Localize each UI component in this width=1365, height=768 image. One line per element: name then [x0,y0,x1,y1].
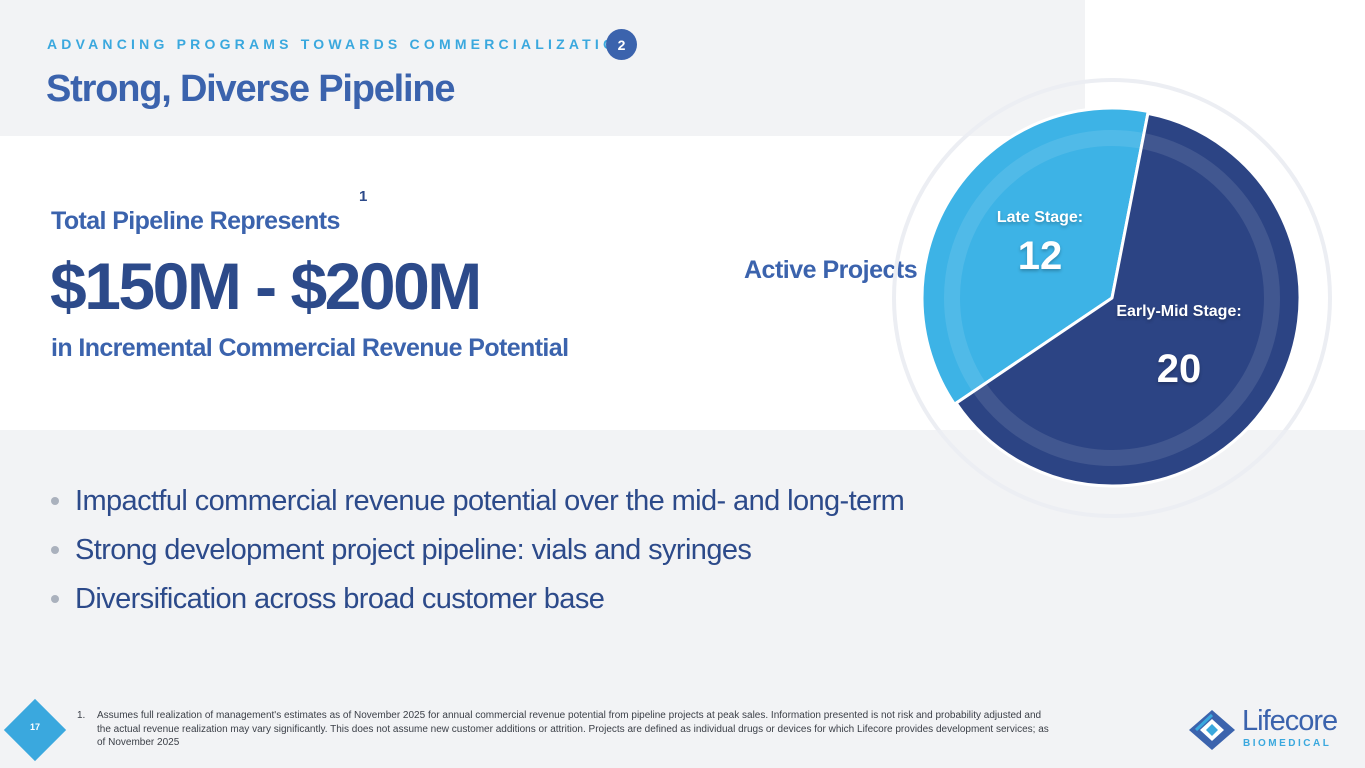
pie-chart [890,76,1334,520]
bullet-list: Impactful commercial revenue potential o… [50,481,905,628]
pie-svg [892,78,1332,518]
section-number-badge: 2 [606,29,637,60]
footnote: 1. Assumes full realization of managemen… [77,709,1052,750]
bullets-band [0,430,1365,768]
pie-value-early-mid-stage: 20 [1156,347,1202,391]
pie-inner-ring [944,130,1280,466]
pipeline-label: Total Pipeline Represents [51,207,340,235]
logo-subtitle: BIOMEDICAL [1243,738,1332,749]
pie-slice-early-mid-stage [954,111,1302,488]
page-number: 17 [29,722,40,732]
pie-slice-late-stage [920,106,1150,406]
pipeline-value: $150M - $200M [50,249,482,323]
bullet-item: Impactful commercial revenue potential o… [50,481,905,530]
pipeline-subtitle: in Incremental Commercial Revenue Potent… [51,334,569,362]
pipeline-footnote-ref: 1 [359,188,368,205]
footnote-text: Assumes full realization of management's… [97,710,1049,748]
pie-label-late-stage: Late Stage: [996,209,1084,226]
page-title: Strong, Diverse Pipeline [46,68,456,110]
footnote-number: 1. [77,710,86,721]
pie-value-late-stage: 12 [1017,234,1063,278]
lifecore-logo-icon [1189,710,1235,750]
pie-outer-ring [892,78,1332,518]
bullet-item: Strong development project pipeline: via… [50,530,904,579]
chart-title: Active Projects [744,256,918,284]
logo-wordmark: Lifecore [1242,705,1338,737]
pie-label-early-mid-stage: Early-Mid Stage: [1116,303,1242,320]
section-kicker: ADVANCING PROGRAMS TOWARDS COMMERCIALIZA… [47,36,633,52]
bullet-item: Diversification across broad customer ba… [50,579,904,628]
header-band [0,0,1085,136]
